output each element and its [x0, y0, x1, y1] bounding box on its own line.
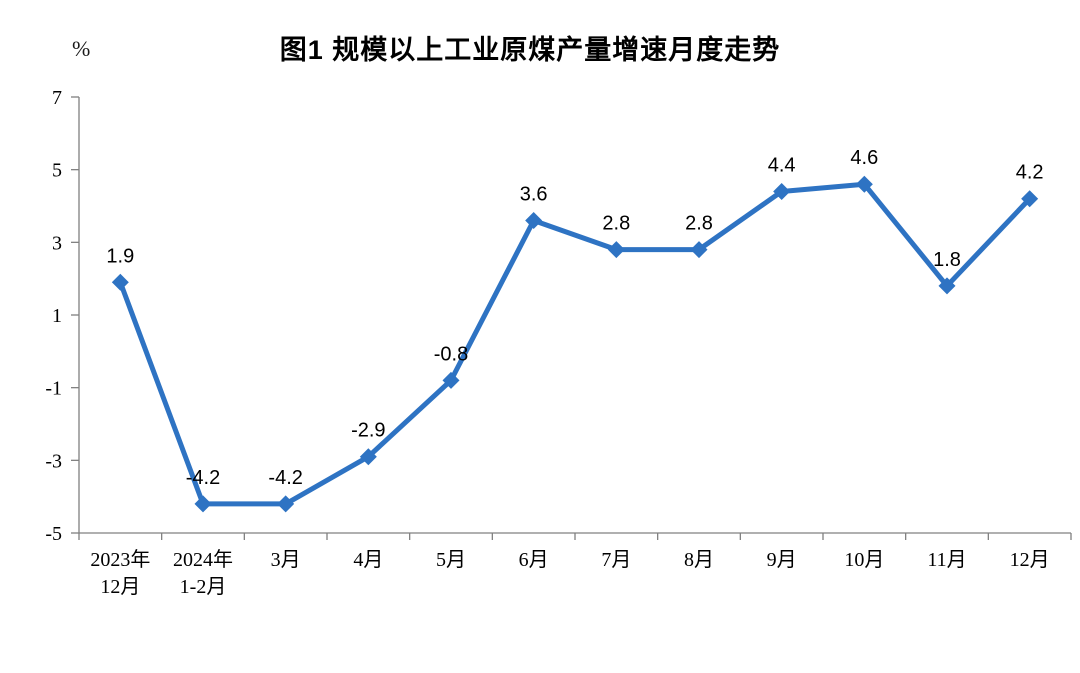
x-axis-category-label: 9月 [767, 549, 797, 571]
y-axis-tick-label: 7 [52, 87, 62, 109]
x-axis-category-label: 6月 [519, 549, 549, 571]
x-axis-category-label: 2024年 1-2月 [173, 548, 233, 598]
x-axis-category-label: 7月 [601, 549, 631, 571]
y-axis-tick-label: -5 [45, 523, 62, 545]
data-point-marker [359, 448, 377, 466]
x-axis-category-label: 4月 [353, 549, 383, 571]
data-point-label: -0.8 [434, 343, 468, 365]
y-axis-tick-label: 1 [52, 305, 62, 327]
data-point-marker [690, 241, 708, 259]
data-point-marker [607, 241, 625, 259]
data-point-label: 4.4 [768, 154, 796, 176]
data-point-label: -2.9 [351, 420, 385, 442]
data-point-label: 2.8 [685, 213, 713, 235]
x-axis-category-label: 5月 [436, 549, 466, 571]
data-point-marker [773, 182, 791, 200]
data-point-label: 4.6 [850, 147, 878, 169]
data-point-label: -4.2 [186, 467, 220, 489]
chart-title: 图1 规模以上工业原煤产量增速月度走势 [279, 35, 781, 65]
y-axis-unit-label: % [72, 36, 91, 61]
data-point-label: 3.6 [520, 184, 548, 206]
data-point-label: 2.8 [602, 213, 630, 235]
data-point-label: 1.9 [106, 245, 134, 267]
data-point-label: -4.2 [268, 467, 302, 489]
y-axis-tick-label: 5 [52, 160, 62, 182]
y-axis-tick-label: -3 [45, 450, 62, 472]
x-axis-category-label: 12月 [1010, 549, 1050, 571]
series-line [117, 181, 1033, 507]
y-axis-tick-label: 3 [52, 232, 62, 254]
x-axis-category-label: 2023年 12月 [90, 548, 150, 598]
data-point-label: 4.2 [1016, 162, 1044, 184]
data-point-marker [855, 175, 873, 193]
data-point-marker [938, 277, 956, 295]
data-point-marker [111, 273, 129, 291]
data-point-label: 1.8 [933, 249, 961, 271]
x-axis-category-label: 11月 [927, 549, 966, 571]
data-point-marker [442, 371, 460, 389]
x-axis-category-label: 3月 [271, 549, 301, 571]
data-point-marker [1021, 190, 1039, 208]
axis-lines [78, 97, 1071, 534]
data-point-marker [277, 495, 295, 513]
x-axis-category-label: 8月 [684, 549, 714, 571]
data-point-marker [525, 212, 543, 230]
y-axis-tick-label: -1 [45, 378, 62, 400]
data-point-marker [194, 495, 212, 513]
x-axis-category-label: 10月 [844, 549, 884, 571]
